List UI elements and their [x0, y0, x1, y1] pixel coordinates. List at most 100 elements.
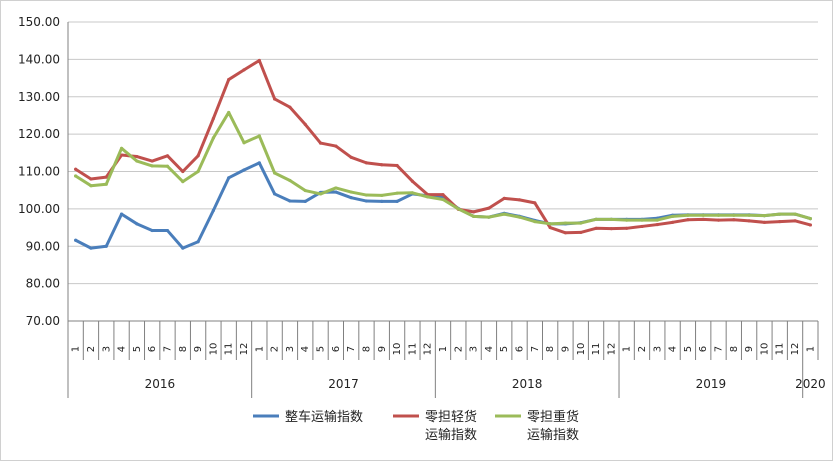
data-point	[502, 212, 506, 216]
data-point	[487, 215, 491, 219]
data-point	[288, 199, 292, 203]
y-axis: 70.00 80.00 90.00 100.00 110.00 120.00 130.00 1…	[18, 15, 69, 398]
data-point	[227, 77, 231, 82]
month-tick-label: 2	[637, 346, 648, 352]
month-tick-label: 6	[331, 346, 342, 352]
data-point	[135, 154, 139, 159]
month-tick-label: 4	[668, 346, 679, 352]
data-point	[257, 58, 261, 63]
data-point	[288, 105, 292, 109]
legend-label: 零担轻货	[425, 409, 477, 425]
month-tick-label: 1	[805, 346, 816, 352]
data-point	[640, 224, 644, 229]
month-tick-label: 11	[591, 343, 602, 356]
data-point	[364, 193, 369, 197]
data-point	[410, 179, 414, 183]
month-tick-label: 9	[744, 346, 755, 352]
data-point	[165, 164, 170, 168]
data-point	[762, 214, 767, 218]
data-point	[793, 212, 797, 216]
data-point	[119, 212, 124, 216]
data-point	[74, 174, 78, 178]
data-point	[273, 97, 277, 101]
data-point	[793, 219, 797, 223]
data-point	[732, 213, 736, 217]
series-2	[74, 58, 812, 235]
data-point	[211, 136, 216, 140]
y-tick-label: 140.00	[18, 52, 60, 66]
month-tick-label: 5	[683, 346, 694, 352]
data-point	[104, 244, 108, 248]
month-tick-label: 11	[775, 343, 786, 356]
data-point	[349, 196, 353, 200]
month-tick-label: 4	[117, 346, 128, 352]
data-point	[303, 188, 307, 193]
x-axis: 1 2 3 4 5 6 7 8 9 10 11 12 1 2 3 4 5 6 7 8 9 10 11 12 1 2 3 4 5 6 7 8 9 1…	[67, 321, 826, 398]
data-point	[227, 110, 231, 115]
month-tick-label: 10	[392, 343, 403, 356]
data-point	[196, 240, 200, 244]
month-tick-label: 1	[254, 346, 265, 352]
data-point	[778, 212, 782, 216]
month-tick-label: 8	[729, 346, 740, 352]
grid-layer	[68, 21, 818, 322]
data-point	[579, 230, 583, 235]
month-tick-label: 12	[423, 343, 434, 356]
data-point	[318, 141, 323, 145]
legend-label: 整车运输指数	[285, 409, 363, 425]
data-point	[594, 217, 598, 221]
data-point	[594, 226, 598, 230]
data-point	[334, 190, 338, 194]
data-point	[89, 184, 93, 188]
month-tick-label: 8	[361, 346, 372, 352]
data-point	[364, 199, 369, 203]
data-point	[502, 196, 506, 201]
data-point	[655, 218, 659, 222]
data-point	[395, 199, 399, 203]
data-point	[380, 193, 384, 198]
data-point	[625, 226, 629, 230]
data-point	[150, 159, 154, 163]
data-point	[181, 169, 185, 174]
month-tick-label: 12	[790, 343, 801, 356]
year-label: 2019	[696, 377, 727, 391]
data-point	[441, 193, 445, 197]
month-tick-label: 8	[178, 346, 189, 352]
data-point	[196, 154, 200, 158]
data-point	[89, 177, 93, 181]
data-point	[487, 206, 491, 210]
month-tick-label: 10	[576, 343, 587, 356]
data-point	[196, 169, 200, 174]
data-point	[135, 222, 139, 226]
data-point	[747, 219, 751, 223]
data-point	[472, 210, 476, 214]
data-point	[273, 192, 277, 196]
data-point	[426, 195, 430, 199]
data-point	[640, 218, 644, 222]
legend-item-1: 整车运输指数	[253, 409, 363, 425]
data-point	[686, 213, 690, 217]
data-point	[104, 182, 108, 186]
month-tick-label: 9	[377, 346, 388, 352]
data-point	[242, 168, 246, 172]
data-point	[89, 246, 93, 250]
data-point	[119, 153, 124, 157]
data-point	[273, 171, 277, 175]
data-point	[762, 220, 767, 224]
data-point	[441, 197, 445, 202]
data-point	[211, 208, 216, 212]
legend-label: 运输指数	[527, 427, 579, 443]
month-tick-label: 7	[162, 346, 173, 352]
month-tick-label: 7	[714, 346, 725, 352]
data-point	[563, 221, 568, 225]
y-tick-label: 80.00	[26, 277, 60, 291]
data-point	[517, 198, 522, 202]
month-tick-label: 1	[622, 346, 633, 352]
data-point	[625, 218, 629, 222]
data-point	[181, 246, 185, 250]
data-point	[303, 199, 307, 203]
